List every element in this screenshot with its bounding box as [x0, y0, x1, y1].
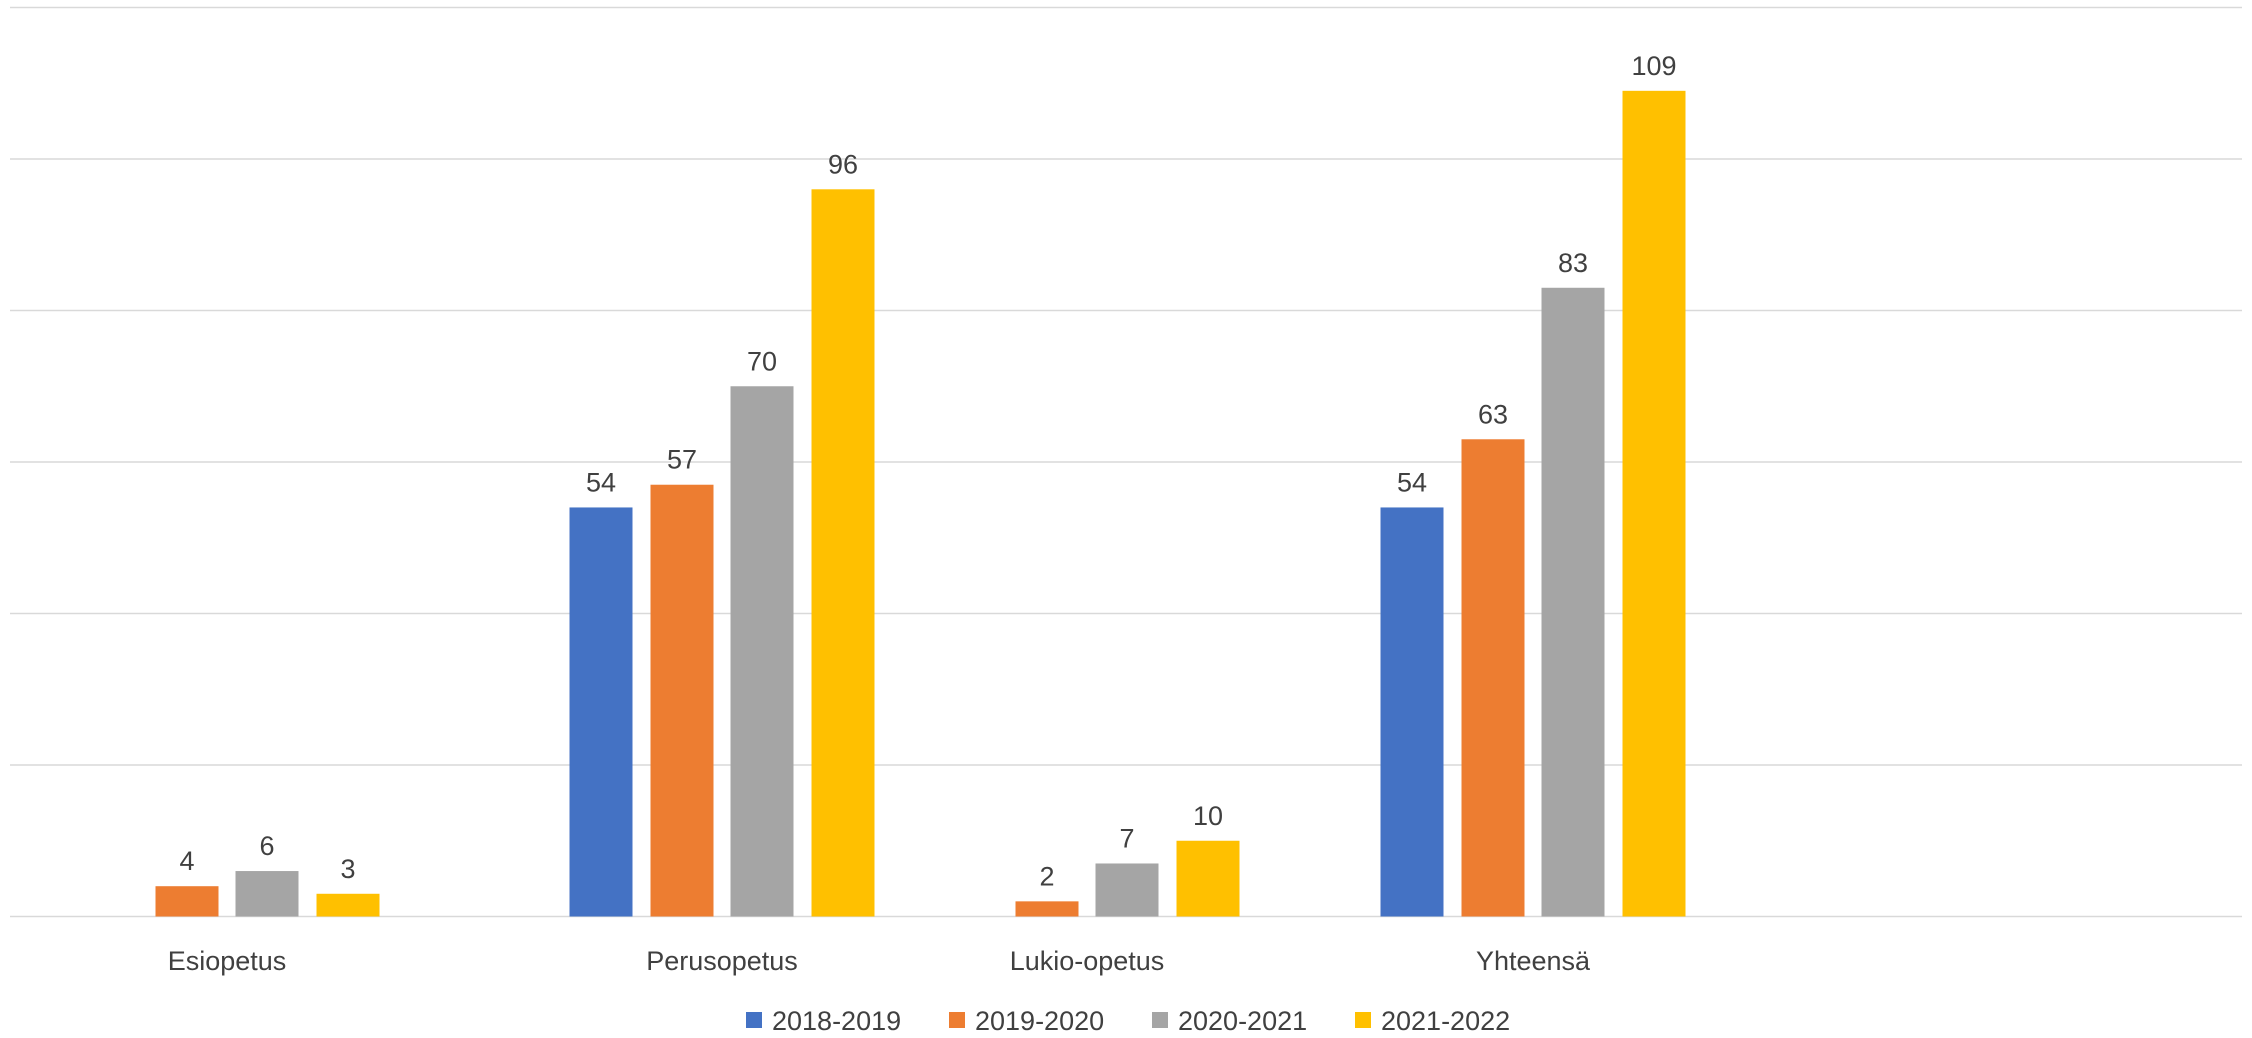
- legend-label: 2020-2021: [1178, 1006, 1307, 1036]
- category-label: Perusopetus: [646, 946, 798, 976]
- data-label: 63: [1478, 399, 1508, 429]
- legend-swatch: [1152, 1012, 1168, 1028]
- data-label: 10: [1193, 801, 1223, 831]
- bar-2019-2020-Esiopetus: [155, 886, 219, 917]
- legend-swatch: [949, 1012, 965, 1028]
- bar-2019-2020-Lukio-opetus: [1015, 901, 1079, 917]
- data-label: 109: [1631, 51, 1676, 81]
- bar-2021-2022-Yhteensä: [1622, 90, 1686, 917]
- gridlines: [10, 6, 2242, 918]
- category-label: Lukio-opetus: [1010, 946, 1165, 976]
- data-label: 3: [340, 854, 355, 884]
- bar-2020-2021-Perusopetus: [730, 386, 794, 917]
- legend-swatch: [1355, 1012, 1371, 1028]
- category-label: Yhteensä: [1476, 946, 1591, 976]
- bar-2020-2021-Esiopetus: [235, 871, 299, 917]
- data-labels: 54 54 4 57 2 63 6 70 7 83 3 96 10 109: [179, 51, 1676, 892]
- bar-2019-2020-Yhteensä: [1461, 439, 1525, 917]
- category-label: Esiopetus: [168, 946, 287, 976]
- bar-2021-2022-Perusopetus: [811, 189, 875, 917]
- data-label: 54: [1397, 467, 1427, 497]
- data-label: 6: [259, 831, 274, 861]
- bar-2020-2021-Yhteensä: [1541, 287, 1605, 917]
- data-label: 54: [586, 467, 616, 497]
- data-label: 83: [1558, 248, 1588, 278]
- bars: [155, 90, 1686, 917]
- bar-2021-2022-Esiopetus: [316, 893, 380, 917]
- data-label: 96: [828, 149, 858, 179]
- data-label: 7: [1119, 823, 1134, 853]
- legend-swatch: [746, 1012, 762, 1028]
- legend-label: 2018-2019: [772, 1006, 901, 1036]
- bar-2018-2019-Perusopetus: [569, 507, 633, 917]
- legend: 2018-2019 2019-2020 2020-2021 2021-2022: [746, 1006, 1510, 1036]
- legend-label: 2019-2020: [975, 1006, 1104, 1036]
- bar-2021-2022-Lukio-opetus: [1176, 840, 1240, 917]
- data-label: 57: [667, 445, 697, 475]
- data-label: 70: [747, 346, 777, 376]
- data-label: 2: [1039, 861, 1054, 891]
- bar-2019-2020-Perusopetus: [650, 484, 714, 917]
- legend-label: 2021-2022: [1381, 1006, 1510, 1036]
- bar-2018-2019-Yhteensä: [1380, 507, 1444, 917]
- data-label: 4: [179, 846, 194, 876]
- category-labels: Esiopetus Perusopetus Lukio-opetus Yhteensä: [168, 946, 1591, 976]
- bar-2020-2021-Lukio-opetus: [1095, 863, 1159, 917]
